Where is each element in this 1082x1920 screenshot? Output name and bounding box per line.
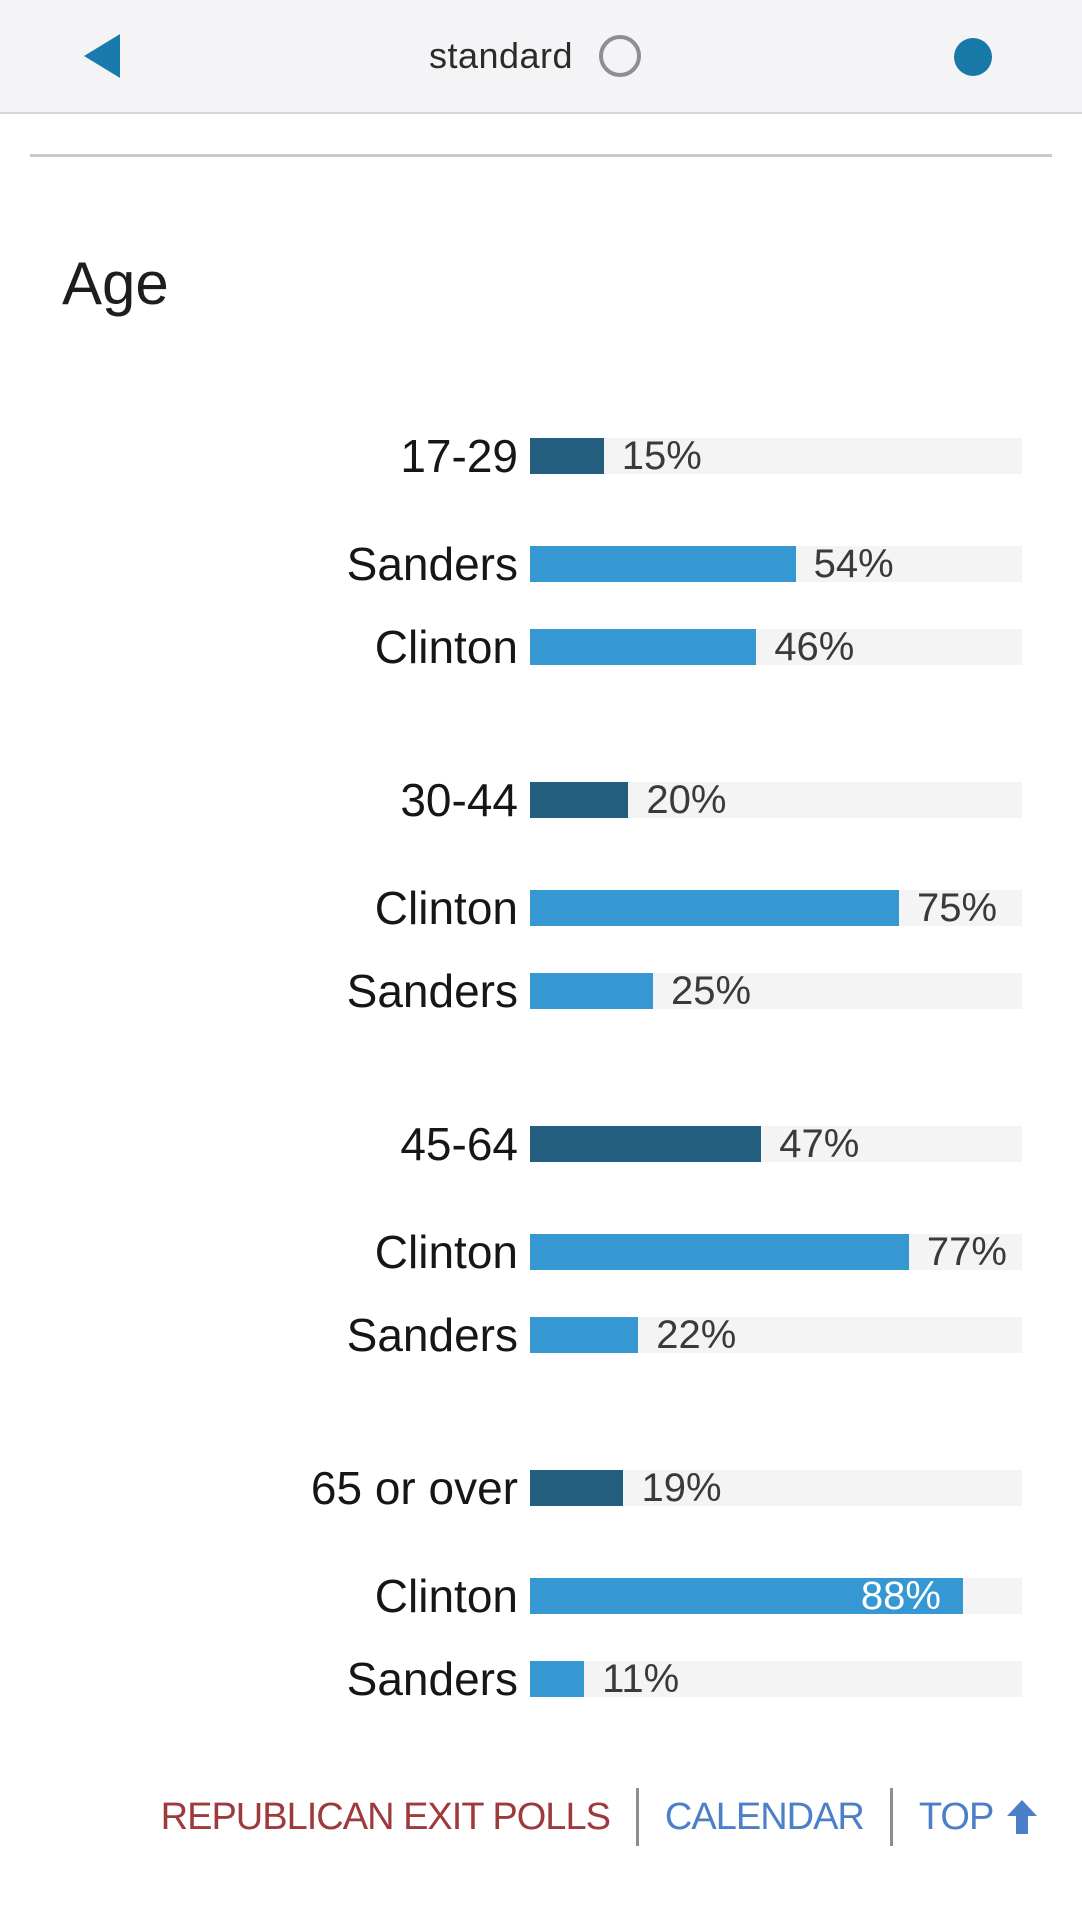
candidate-row: Clinton 77%: [0, 1226, 1022, 1278]
candidate-row: Clinton 75%: [0, 882, 1022, 934]
group-bar: [530, 1126, 762, 1162]
top-bar: standard: [0, 0, 1082, 114]
footer-separator: [635, 1788, 639, 1846]
value-label: 11%: [602, 1656, 680, 1701]
group-row: 45-64 47%: [0, 1118, 1022, 1170]
topbar-title: standard: [428, 35, 574, 76]
candidate-label: Clinton: [374, 882, 518, 934]
value-label: 25%: [671, 968, 752, 1013]
group-bar: [530, 438, 604, 474]
candidate-label: Clinton: [374, 1570, 518, 1622]
divider: [30, 154, 1052, 157]
page-title: Age: [62, 250, 169, 317]
radio-outline-icon[interactable]: [599, 35, 642, 77]
value-label: 22%: [656, 1312, 737, 1357]
group-row: 17-29 15%: [0, 430, 1022, 482]
bar-track: 75%: [530, 886, 1022, 930]
bar-track: 47%: [530, 1122, 1022, 1166]
candidate-bar: [530, 629, 757, 665]
value-label: 15%: [621, 433, 702, 478]
bar-track: 20%: [530, 778, 1022, 822]
candidate-bar: [530, 890, 899, 926]
group-label: 17-29: [400, 430, 518, 482]
topbar-title-group: standard: [428, 35, 642, 77]
candidate-bar: [530, 1661, 585, 1697]
footer-separator: [889, 1788, 893, 1846]
candidate-bar: [530, 1234, 909, 1270]
candidate-row: Sanders 11%: [0, 1653, 1022, 1705]
candidate-label: Clinton: [374, 1226, 518, 1278]
arrow-up-icon: [1007, 1800, 1038, 1834]
candidate-label: Sanders: [346, 965, 518, 1017]
value-label: 75%: [917, 885, 998, 930]
bar-track: 77%: [530, 1230, 1022, 1274]
value-label: 47%: [779, 1121, 860, 1166]
bar-track: 46%: [530, 625, 1022, 669]
candidate-label: Clinton: [374, 621, 518, 673]
age-chart: 17-29 15% Sanders 54% Clinton 46% 30-44 20% Clin…: [0, 430, 1082, 1705]
footer-link-calendar[interactable]: CALENDAR: [664, 1795, 865, 1838]
group-label: 65 or over: [310, 1462, 518, 1514]
bar-track: 88%: [530, 1574, 1022, 1618]
candidate-row: Clinton 88%: [0, 1570, 1022, 1622]
candidate-row: Clinton 46%: [0, 621, 1022, 673]
footer-link-republican-exit-polls[interactable]: REPUBLICAN EXIT POLLS: [160, 1795, 611, 1838]
value-label: 88%: [860, 1573, 941, 1618]
group-bar: [530, 1470, 624, 1506]
candidate-bar: [530, 1317, 639, 1353]
candidate-label: Sanders: [346, 1653, 518, 1705]
bar-track: 54%: [530, 542, 1022, 586]
candidate-row: Sanders 54%: [0, 538, 1022, 590]
bar-track: 19%: [530, 1466, 1022, 1510]
footer-link-top[interactable]: TOP: [918, 1795, 1038, 1839]
value-label: 77%: [926, 1229, 1007, 1274]
value-label: 19%: [641, 1465, 722, 1510]
value-label: 46%: [774, 624, 855, 669]
candidate-row: Sanders 25%: [0, 965, 1022, 1017]
bar-track: 22%: [530, 1313, 1022, 1357]
candidate-label: Sanders: [346, 1309, 518, 1361]
candidate-row: Sanders 22%: [0, 1309, 1022, 1361]
bar-track: 11%: [530, 1657, 1022, 1701]
bar-track: 15%: [530, 434, 1022, 478]
group-row: 65 or over 19%: [0, 1462, 1022, 1514]
back-button-icon[interactable]: [84, 34, 120, 78]
footer-link-top-label: TOP: [918, 1795, 994, 1838]
group-label: 45-64: [400, 1118, 518, 1170]
group-bar: [530, 782, 629, 818]
value-label: 20%: [646, 777, 727, 822]
candidate-bar: [530, 546, 796, 582]
candidate-label: Sanders: [346, 538, 518, 590]
candidate-bar: 88%: [530, 1574, 963, 1618]
candidate-bar: [530, 973, 653, 1009]
group-row: 30-44 20%: [0, 774, 1022, 826]
group-label: 30-44: [400, 774, 518, 826]
status-dot-icon[interactable]: [954, 38, 992, 76]
bar-track: 25%: [530, 969, 1022, 1013]
footer-nav: REPUBLICAN EXIT POLLS CALENDAR TOP: [58, 1788, 1082, 1846]
value-label: 54%: [813, 541, 894, 586]
